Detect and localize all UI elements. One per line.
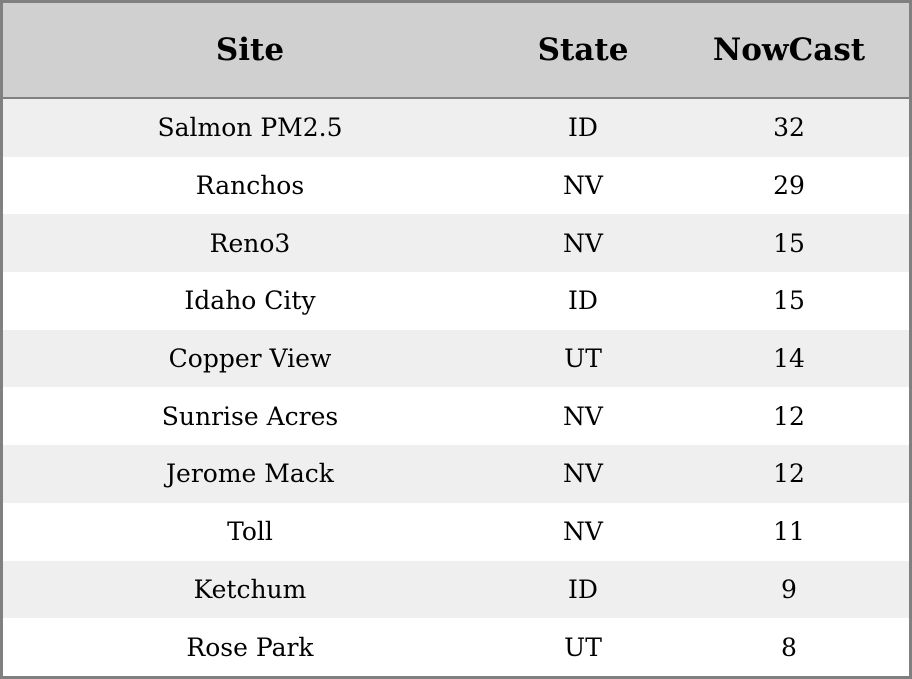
cell-state: ID [497, 560, 669, 619]
header-nowcast: NowCast [669, 3, 909, 99]
table-row: Sunrise Acres NV 12 [3, 387, 909, 446]
table-row: Rose Park UT 8 [3, 618, 909, 676]
cell-site: Reno3 [3, 214, 497, 273]
cell-nowcast: 15 [669, 214, 909, 273]
header-site: Site [3, 3, 497, 99]
cell-nowcast: 12 [669, 445, 909, 503]
cell-site: Copper View [3, 329, 497, 388]
cell-site: Toll [3, 502, 497, 561]
table-row: Reno3 NV 15 [3, 214, 909, 273]
table-row: Toll NV 11 [3, 502, 909, 561]
table-row: Ketchum ID 9 [3, 560, 909, 619]
cell-nowcast: 12 [669, 387, 909, 446]
cell-site: Jerome Mack [3, 445, 497, 503]
cell-state: UT [497, 618, 669, 676]
cell-site: Sunrise Acres [3, 387, 497, 446]
header-row: Site State NowCast [3, 3, 909, 99]
table-row: Jerome Mack NV 12 [3, 445, 909, 503]
cell-nowcast: 14 [669, 329, 909, 388]
cell-nowcast: 32 [669, 98, 909, 157]
cell-state: ID [497, 272, 669, 330]
nowcast-table: Site State NowCast Salmon PM2.5 ID 32 Ranch… [3, 3, 909, 676]
table-row: Idaho City ID 15 [3, 272, 909, 330]
table-row: Ranchos NV 29 [3, 156, 909, 215]
cell-state: NV [497, 387, 669, 446]
cell-nowcast: 9 [669, 560, 909, 619]
cell-nowcast: 15 [669, 272, 909, 330]
cell-nowcast: 8 [669, 618, 909, 676]
cell-site: Idaho City [3, 272, 497, 330]
cell-site: Ketchum [3, 560, 497, 619]
cell-site: Rose Park [3, 618, 497, 676]
cell-site: Ranchos [3, 156, 497, 215]
table-row: Salmon PM2.5 ID 32 [3, 98, 909, 157]
cell-state: NV [497, 214, 669, 273]
cell-state: NV [497, 156, 669, 215]
cell-state: UT [497, 329, 669, 388]
cell-site: Salmon PM2.5 [3, 98, 497, 157]
cell-state: NV [497, 502, 669, 561]
cell-nowcast: 11 [669, 502, 909, 561]
cell-state: ID [497, 98, 669, 157]
header-state: State [497, 3, 669, 99]
table-row: Copper View UT 14 [3, 329, 909, 388]
cell-state: NV [497, 445, 669, 503]
cell-nowcast: 29 [669, 156, 909, 215]
